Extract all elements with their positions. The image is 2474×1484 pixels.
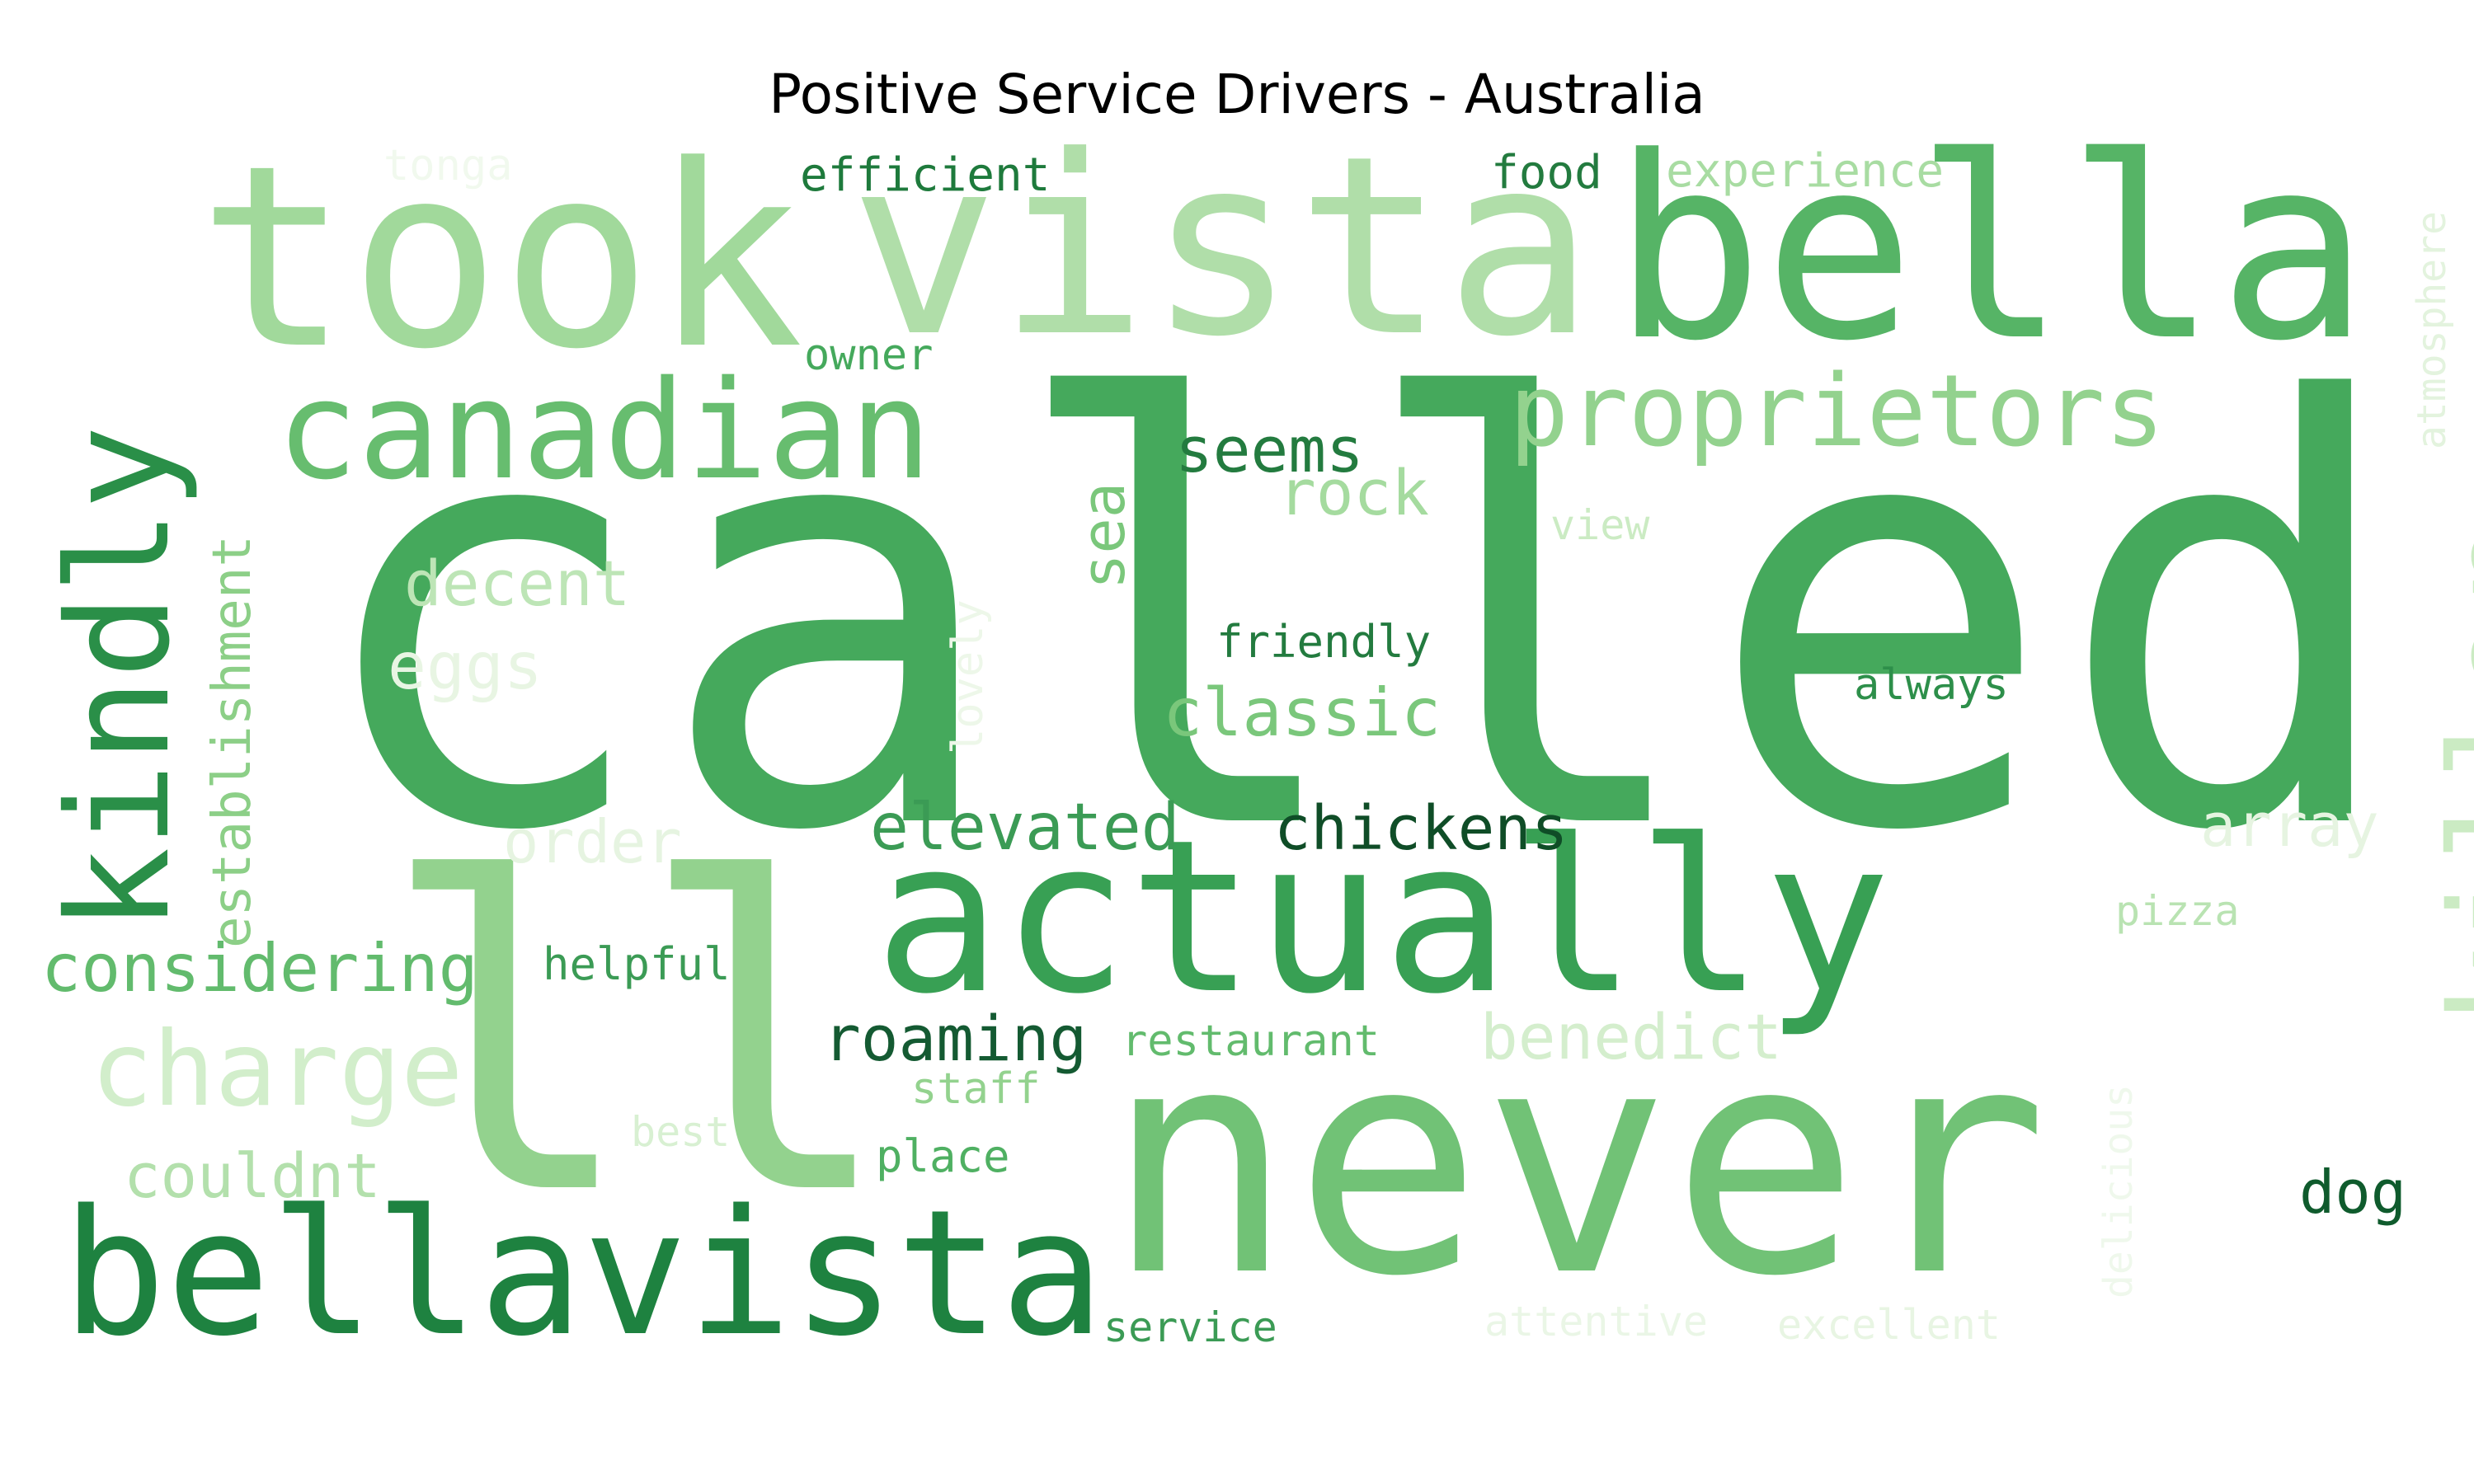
word-attentive: attentive (1484, 1298, 1708, 1345)
word-dog: dog (2299, 1158, 2407, 1227)
word-never: never (1105, 979, 2048, 1345)
word-best: best (631, 1108, 731, 1156)
word-elevated: elevated (870, 791, 1180, 865)
word-considering: considering (41, 930, 478, 1007)
word-killer: killer (2421, 534, 2474, 1026)
word-friendly: friendly (1216, 616, 1432, 668)
word-bellavista: bellavista (62, 1172, 1105, 1374)
word-canadian: canadian (276, 351, 932, 510)
word-rock: rock (1278, 456, 1430, 529)
word-ll: ll (379, 789, 896, 1289)
word-atmosphere: atmosphere (2409, 211, 2455, 449)
word-called: called (305, 282, 2406, 958)
word-delicious: delicious (2095, 1083, 2142, 1298)
word-excellent: excellent (1777, 1301, 2001, 1349)
word-roaming: roaming (823, 1002, 1088, 1075)
word-benedict: benedict (1480, 1000, 1783, 1073)
word-place: place (876, 1130, 1010, 1182)
word-lovely: lovely (943, 599, 993, 754)
word-array: array (2200, 791, 2379, 860)
word-pizza: pizza (2115, 887, 2240, 935)
word-view: view (1550, 501, 1650, 549)
word-helpful: helpful (543, 938, 731, 990)
word-order: order (503, 807, 682, 876)
word-decent: decent (404, 547, 631, 620)
word-actually: actually (874, 795, 1891, 1040)
word-experience: experience (1666, 144, 1945, 198)
word-sea: sea (1069, 481, 1138, 589)
word-couldnt: couldnt (124, 1141, 381, 1212)
word-bella: bella (1612, 103, 2370, 396)
word-vista: vista (849, 103, 1595, 391)
word-eggs: eggs (388, 630, 543, 704)
word-tonga: tonga (383, 141, 513, 190)
word-efficient: efficient (800, 148, 1051, 202)
word-took: took (198, 111, 804, 404)
word-establishment: establishment (202, 535, 263, 948)
word-proprietors: proprietors (1509, 355, 2165, 469)
word-chickens: chickens (1274, 793, 1569, 864)
chart-title: Positive Service Drivers - Australia (769, 63, 1705, 126)
word-charge: charge (91, 1010, 463, 1129)
word-seems: seems (1175, 413, 1364, 486)
word-restaurant: restaurant (1122, 1017, 1380, 1066)
word-service: service (1103, 1303, 1277, 1351)
word-owner: owner (804, 331, 934, 380)
word-classic: classic (1163, 674, 1442, 751)
word-food: food (1491, 146, 1602, 200)
word-kindly: kindly (38, 425, 201, 932)
word-staff: staff (911, 1064, 1041, 1114)
word-always: always (1854, 660, 2009, 710)
